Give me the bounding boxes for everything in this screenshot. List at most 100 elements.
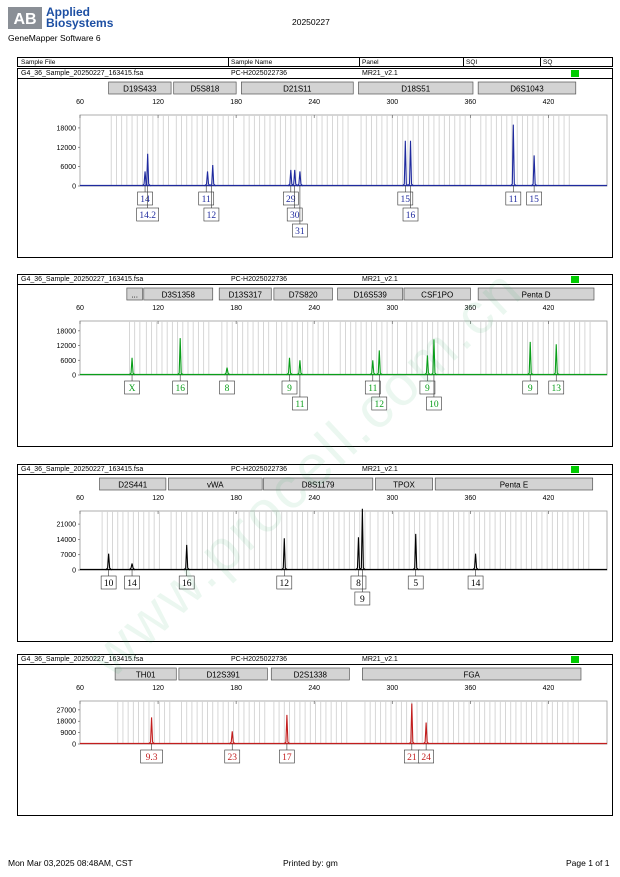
- quality-indicator: [571, 466, 579, 473]
- x-tick-label: 180: [230, 495, 242, 502]
- x-tick-label: 420: [543, 99, 555, 106]
- marker-label: D7S820: [289, 291, 318, 300]
- allele-label: 14: [127, 579, 137, 589]
- sample-name: PC-H2025022736: [231, 656, 288, 663]
- footer-printed-by: Printed by: gm: [283, 858, 338, 868]
- x-tick-label: 60: [76, 685, 84, 692]
- marker-box: [477, 81, 577, 95]
- y-tick-label: 18000: [57, 125, 77, 132]
- peak: [209, 164, 217, 187]
- marker-box: [114, 667, 177, 681]
- y-tick-label: 12000: [57, 145, 77, 152]
- allele-label: 9: [360, 595, 365, 605]
- sample-file: G4_36_Sample_20250227_163415.fsa: [21, 276, 144, 283]
- marker-label: D19S433: [123, 85, 157, 94]
- x-tick-label: 360: [465, 495, 477, 502]
- allele-label: 9: [425, 384, 430, 394]
- allele-box: [172, 380, 188, 395]
- applied-biosystems-logo: AB: [8, 7, 42, 29]
- x-tick-label: 420: [543, 685, 555, 692]
- allele-box: [286, 207, 303, 222]
- allele-box: [198, 191, 215, 206]
- y-tick-label: 6000: [60, 358, 76, 365]
- allele-label: 12: [375, 400, 385, 410]
- marker-box: [178, 667, 268, 681]
- panel-name: MR21_v2.1: [362, 656, 398, 663]
- allele-box: [136, 207, 159, 222]
- allele-box: [548, 380, 565, 395]
- allele-label: 21: [407, 753, 417, 763]
- allele-label: 24: [421, 753, 431, 763]
- allele-label: 11: [509, 195, 518, 205]
- marker-box: [218, 287, 272, 301]
- peak: [144, 153, 152, 187]
- peak: [283, 714, 291, 745]
- allele-label: 16: [182, 579, 192, 589]
- sample-name: PC-H2025022736: [231, 466, 288, 473]
- peak: [176, 338, 184, 376]
- marker-label: ...: [131, 291, 138, 300]
- marker-label: D21S11: [283, 85, 312, 94]
- marker-box: [273, 287, 333, 301]
- peak: [183, 544, 191, 571]
- peak: [375, 350, 383, 376]
- y-tick-label: 27000: [57, 707, 77, 714]
- allele-label: 10: [104, 579, 114, 589]
- header-sample-file: Sample File: [21, 59, 56, 66]
- allele-box: [418, 749, 434, 764]
- marker-box: [434, 477, 594, 491]
- marker-box: [126, 287, 143, 301]
- sample-file: G4_36_Sample_20250227_163415.fsa: [21, 466, 144, 473]
- x-tick-label: 240: [308, 99, 320, 106]
- allele-label: 23: [227, 753, 237, 763]
- marker-label: FGA: [463, 671, 480, 680]
- allele-box: [276, 575, 293, 590]
- x-tick-label: 420: [543, 305, 555, 312]
- header-sqi: SQI: [466, 59, 478, 66]
- x-tick-label: 120: [152, 495, 164, 502]
- peak: [430, 339, 438, 376]
- x-tick-label: 120: [152, 305, 164, 312]
- logo-text: AB: [13, 11, 36, 28]
- allele-label: 14: [140, 195, 150, 205]
- y-tick-label: 7000: [60, 552, 76, 559]
- electropherogram-panel-3: G4_36_Sample_20250227_163415.fsa PC-H202…: [17, 464, 613, 642]
- marker-box: [270, 667, 350, 681]
- marker-box: [403, 287, 471, 301]
- allele-box: [178, 575, 195, 590]
- peak: [228, 731, 236, 745]
- panel-name: MR21_v2.1: [362, 276, 398, 283]
- plot-3: D2S441 vWA D8S1179 TPOX Penta E60 120 180 240 30…: [57, 477, 608, 606]
- header-panel: Panel: [362, 59, 379, 66]
- sample-name: PC-H2025022736: [231, 276, 288, 283]
- peak: [128, 357, 136, 376]
- allele-box: [467, 575, 484, 590]
- y-tick-label: 18000: [57, 719, 77, 726]
- allele-label: X: [129, 384, 136, 394]
- sample-name: PC-H2025022736: [231, 70, 288, 77]
- peak: [223, 367, 231, 376]
- allele-box: [419, 380, 436, 395]
- y-tick-label: 0: [72, 184, 76, 191]
- sample-file: G4_36_Sample_20250227_163415.fsa: [21, 70, 144, 77]
- x-tick-label: 300: [386, 99, 398, 106]
- footer-page: Page 1 of 1: [566, 858, 610, 868]
- x-tick-label: 180: [230, 305, 242, 312]
- marker-label: D2S1338: [294, 671, 328, 680]
- allele-box: [526, 191, 542, 206]
- software-name: GeneMapper Software 6: [8, 33, 101, 43]
- marker-box: [173, 81, 237, 95]
- x-tick-label: 300: [386, 305, 398, 312]
- allele-label: 30: [290, 211, 300, 221]
- electropherogram-panel-4: G4_36_Sample_20250227_163415.fsa PC-H202…: [17, 654, 613, 816]
- x-tick-label: 420: [543, 495, 555, 502]
- marker-label: CSF1PO: [421, 291, 453, 300]
- y-tick-label: 14000: [57, 537, 77, 544]
- x-tick-label: 240: [308, 305, 320, 312]
- footer-date: Mon Mar 03,2025 08:48AM, CST: [8, 858, 133, 868]
- marker-box: [241, 81, 354, 95]
- marker-box: [358, 81, 474, 95]
- x-tick-label: 360: [465, 685, 477, 692]
- marker-box: [99, 477, 167, 491]
- allele-box: [505, 191, 522, 206]
